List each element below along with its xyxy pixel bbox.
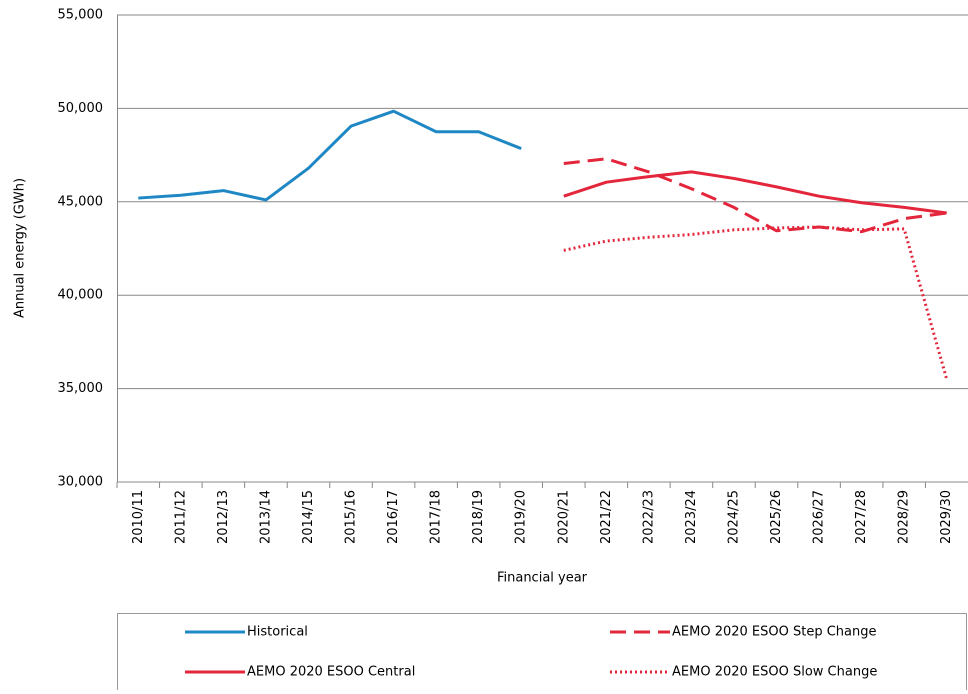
x-tick-label: 2026/27 xyxy=(812,490,827,544)
x-tick-label: 2020/21 xyxy=(556,490,571,544)
series-line xyxy=(138,109,522,202)
legend-label: Historical xyxy=(247,625,308,640)
x-tick-label: 2021/22 xyxy=(599,490,614,544)
legend-label: AEMO 2020 ESOO Slow Change xyxy=(672,665,877,680)
x-tick-label: 2029/30 xyxy=(939,490,954,544)
x-tick-label: 2025/26 xyxy=(769,490,784,544)
y-tick-label: 45,000 xyxy=(58,194,104,209)
x-tick-label: 2022/23 xyxy=(641,490,656,544)
x-tick-label: 2024/25 xyxy=(726,490,741,544)
series-line xyxy=(563,170,947,215)
x-tick-label: 2010/11 xyxy=(131,490,146,544)
x-axis-label: Financial year xyxy=(497,571,588,586)
x-tick-label: 2012/13 xyxy=(216,490,231,544)
y-tick-label: 55,000 xyxy=(58,8,104,23)
y-tick-label: 50,000 xyxy=(58,101,104,116)
x-tick-label: 2014/15 xyxy=(301,490,316,544)
x-tick-label: 2016/17 xyxy=(386,490,401,544)
legend-label: AEMO 2020 ESOO Central xyxy=(247,665,415,680)
x-tick-label: 2027/28 xyxy=(854,490,869,544)
series-line xyxy=(563,225,949,380)
y-tick-label: 30,000 xyxy=(58,475,104,490)
series-line xyxy=(563,157,947,234)
x-tick-label: 2017/18 xyxy=(429,490,444,544)
x-tick-label: 2015/16 xyxy=(344,490,359,544)
y-axis-label: Annual energy (GWh) xyxy=(13,178,28,318)
x-tick-label: 2011/12 xyxy=(173,490,188,544)
x-tick-label: 2018/19 xyxy=(471,490,486,544)
legend-label: AEMO 2020 ESOO Step Change xyxy=(672,625,876,640)
x-tick-label: 2028/29 xyxy=(897,490,912,544)
y-tick-label: 35,000 xyxy=(58,381,104,396)
x-tick-label: 2023/24 xyxy=(684,490,699,544)
x-tick-label: 2019/20 xyxy=(514,490,529,544)
y-tick-label: 40,000 xyxy=(58,288,104,303)
x-tick-label: 2013/14 xyxy=(258,490,273,544)
